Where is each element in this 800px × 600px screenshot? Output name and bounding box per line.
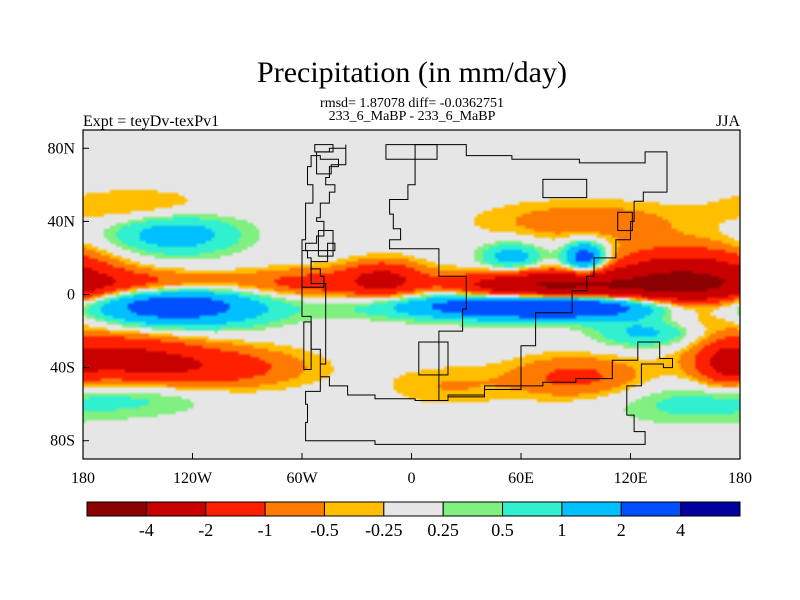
colorbar-swatch — [86, 501, 147, 517]
coastline-outline — [542, 178, 588, 199]
colorbar-tick-label: -1 — [258, 520, 273, 540]
colorbar-swatch — [145, 501, 207, 517]
x-tick-label: 60W — [286, 470, 318, 487]
coastline-outline — [317, 230, 334, 257]
colorbar-swatch — [680, 501, 741, 517]
experiment-label: Expt = teyDv-texPv1 — [83, 113, 219, 130]
x-tick-label: 120E — [614, 470, 648, 487]
colorbar-tick-label: 0.25 — [427, 520, 459, 540]
x-tick-label: 180 — [71, 470, 95, 487]
stats-line: rmsd= 1.87078 diff= -0.0362751 — [320, 96, 504, 111]
colorbar-swatch — [620, 501, 682, 517]
colorbar-swatch — [383, 501, 444, 517]
coastline-outline — [385, 144, 438, 160]
chart-subtitle: 233_6_MaBP - 233_6_MaBP — [329, 109, 496, 124]
colorbar-tick-label: -0.25 — [365, 520, 403, 540]
coastlines — [301, 144, 673, 445]
colorbar-swatch — [264, 501, 325, 517]
season-label: JJA — [716, 113, 740, 130]
y-tick-label: 40S — [50, 360, 75, 377]
colorbar-tick-label: 2 — [617, 520, 626, 540]
coastline-outline — [301, 155, 339, 288]
colorbar-tick-label: 4 — [676, 520, 685, 540]
coastline-outline — [316, 144, 347, 175]
coastline-outline — [303, 321, 312, 370]
x-axis: 180 120W 60W 0 60E 120E 180 — [71, 453, 752, 487]
coastline-outline — [617, 211, 633, 232]
colorbar-tick-label: -4 — [139, 520, 154, 540]
y-tick-label: 0 — [67, 287, 75, 304]
coastline-outline — [418, 341, 449, 376]
colorbar-tick-label: 1 — [557, 520, 566, 540]
y-tick-label: 80S — [50, 433, 75, 450]
colorbar-tick-label: -0.5 — [310, 520, 339, 540]
x-tick-label: 0 — [408, 470, 416, 487]
y-tick-label: 40N — [47, 213, 75, 230]
coastline-outline — [389, 144, 668, 401]
map-area — [83, 130, 740, 459]
colorbar-swatch — [502, 501, 563, 517]
x-tick-label: 60E — [508, 470, 534, 487]
colorbar-tick-label: 0.5 — [491, 520, 514, 540]
precipitation-field — [83, 130, 740, 459]
colorbar-swatch — [442, 501, 504, 517]
colorbar-swatch — [205, 501, 266, 517]
colorbar: -4 -2 -1 -0.5 -0.25 0.25 0.5 1 2 4 — [86, 501, 741, 540]
colorbar-swatch — [561, 501, 622, 517]
y-tick-label: 80N — [47, 140, 75, 157]
x-tick-label: 120W — [173, 470, 213, 487]
x-tick-label: 180 — [728, 470, 752, 487]
coastline-outline — [301, 242, 673, 445]
colorbar-tick-label: -2 — [198, 520, 213, 540]
colorbar-swatch — [323, 501, 385, 517]
y-axis: 80N 40N 0 40S 80S — [47, 140, 89, 450]
chart-title: Precipitation (in mm/day) — [257, 56, 567, 89]
coastline-outline — [314, 144, 334, 153]
